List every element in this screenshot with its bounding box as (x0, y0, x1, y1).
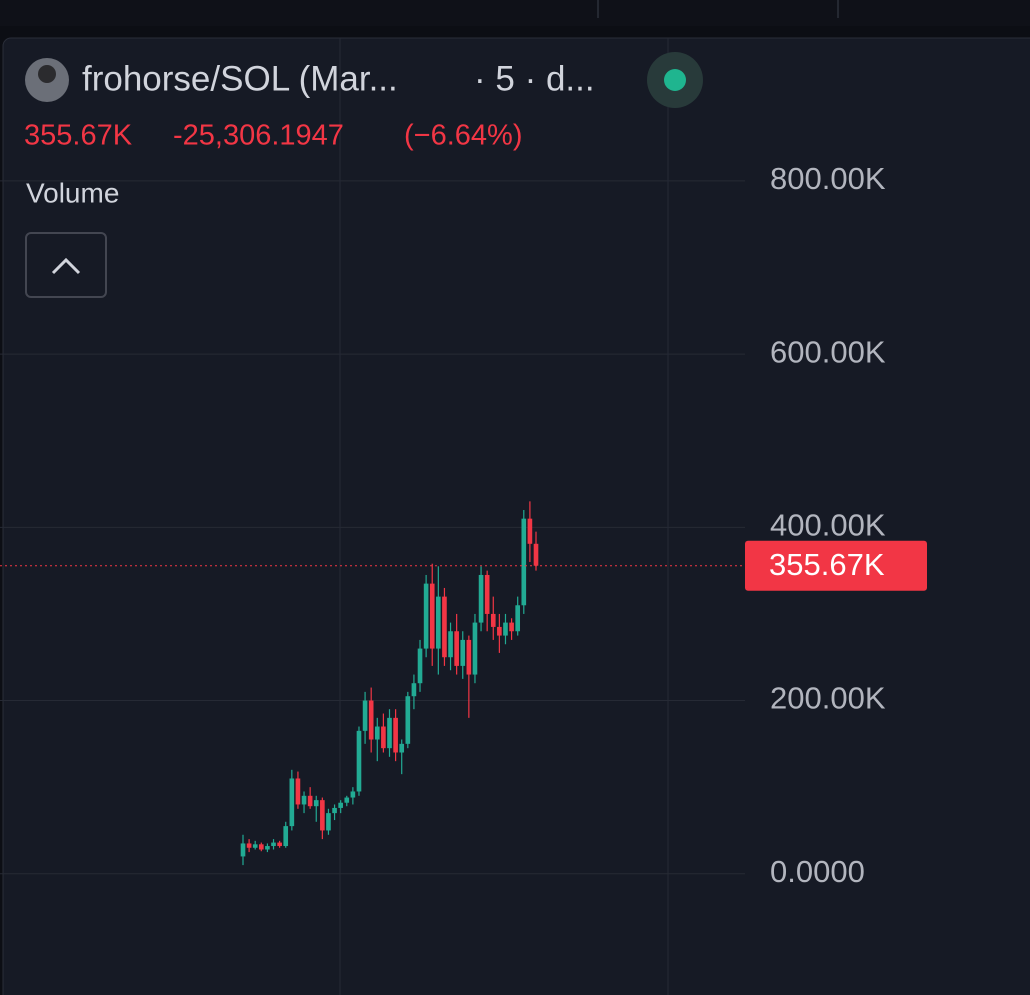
y-tick-label: 800.00K (770, 161, 886, 196)
indicator-label: Volume (26, 177, 119, 208)
last-price: 355.67K (24, 120, 133, 152)
candle-body (368, 700, 374, 740)
candle-body (521, 518, 527, 606)
candle-body (344, 797, 350, 803)
candle-body (399, 743, 405, 753)
candle-body (405, 696, 411, 744)
top-bar (0, 0, 1030, 26)
candle-body (332, 807, 337, 814)
candle-body (527, 518, 533, 544)
candle-body (454, 631, 459, 666)
candle-body (307, 795, 313, 807)
grid (339, 38, 669, 995)
candle-body (387, 717, 392, 749)
collapse-button[interactable] (25, 232, 107, 298)
candle-body (246, 843, 252, 848)
candle-body (265, 846, 270, 850)
candle-body (271, 842, 276, 847)
candle-body (393, 717, 398, 753)
y-tick-label: 200.00K (770, 681, 886, 716)
candle-body (295, 778, 301, 805)
candle-body (277, 842, 282, 847)
candle-body (356, 730, 362, 792)
y-tick-label: 600.00K (770, 334, 886, 369)
candle-body (338, 802, 343, 808)
change-pct: (−6.64%) (404, 120, 522, 152)
status-dot (664, 69, 686, 91)
candle-body (503, 622, 508, 636)
candle-body (533, 543, 539, 566)
symbol[interactable]: frohorse/SOL (Mar... (82, 59, 398, 98)
chart-panel (2, 37, 1030, 995)
candle-body (326, 813, 331, 831)
candle-body (423, 583, 429, 649)
candle-body (497, 626, 502, 636)
candle-body (350, 791, 356, 798)
candle-body (509, 622, 514, 632)
candle-body (460, 639, 466, 666)
candle-body (374, 726, 380, 740)
interval: · 5 · d... (474, 59, 595, 98)
candle-body (320, 800, 325, 831)
candle-body (289, 778, 295, 827)
candle-body (436, 596, 441, 649)
candle-body (283, 826, 289, 847)
candle-body (240, 843, 246, 857)
candle-body (478, 574, 484, 623)
avatar-face (38, 65, 56, 83)
candle-body (258, 844, 264, 850)
y-axis: 0.0000 200.00K 400.00K 600.00K 800.00K 355.67… (745, 161, 927, 889)
candle-body (429, 583, 435, 649)
candle-body (411, 683, 417, 697)
candle-body (362, 700, 368, 731)
candle-body (442, 596, 447, 658)
candle-body (417, 648, 423, 684)
y-tick-label: 400.00K (770, 508, 886, 543)
candle-body (313, 800, 319, 807)
candle-body (484, 574, 490, 614)
candle-body (466, 639, 472, 675)
y-tick-label: 0.0000 (770, 854, 865, 889)
candle-body (490, 613, 496, 627)
collapse-icon (51, 257, 81, 275)
candle-body (252, 844, 258, 848)
plot (0, 180, 745, 875)
last-price-tag-label: 355.67K (769, 547, 885, 582)
candle-body (472, 622, 478, 675)
candle-body (381, 726, 386, 749)
last-price-tag (745, 540, 927, 591)
candle-body (301, 795, 307, 805)
change: -25,306.1947 (173, 120, 344, 152)
candle-body (515, 605, 521, 632)
candle-body (448, 631, 453, 658)
